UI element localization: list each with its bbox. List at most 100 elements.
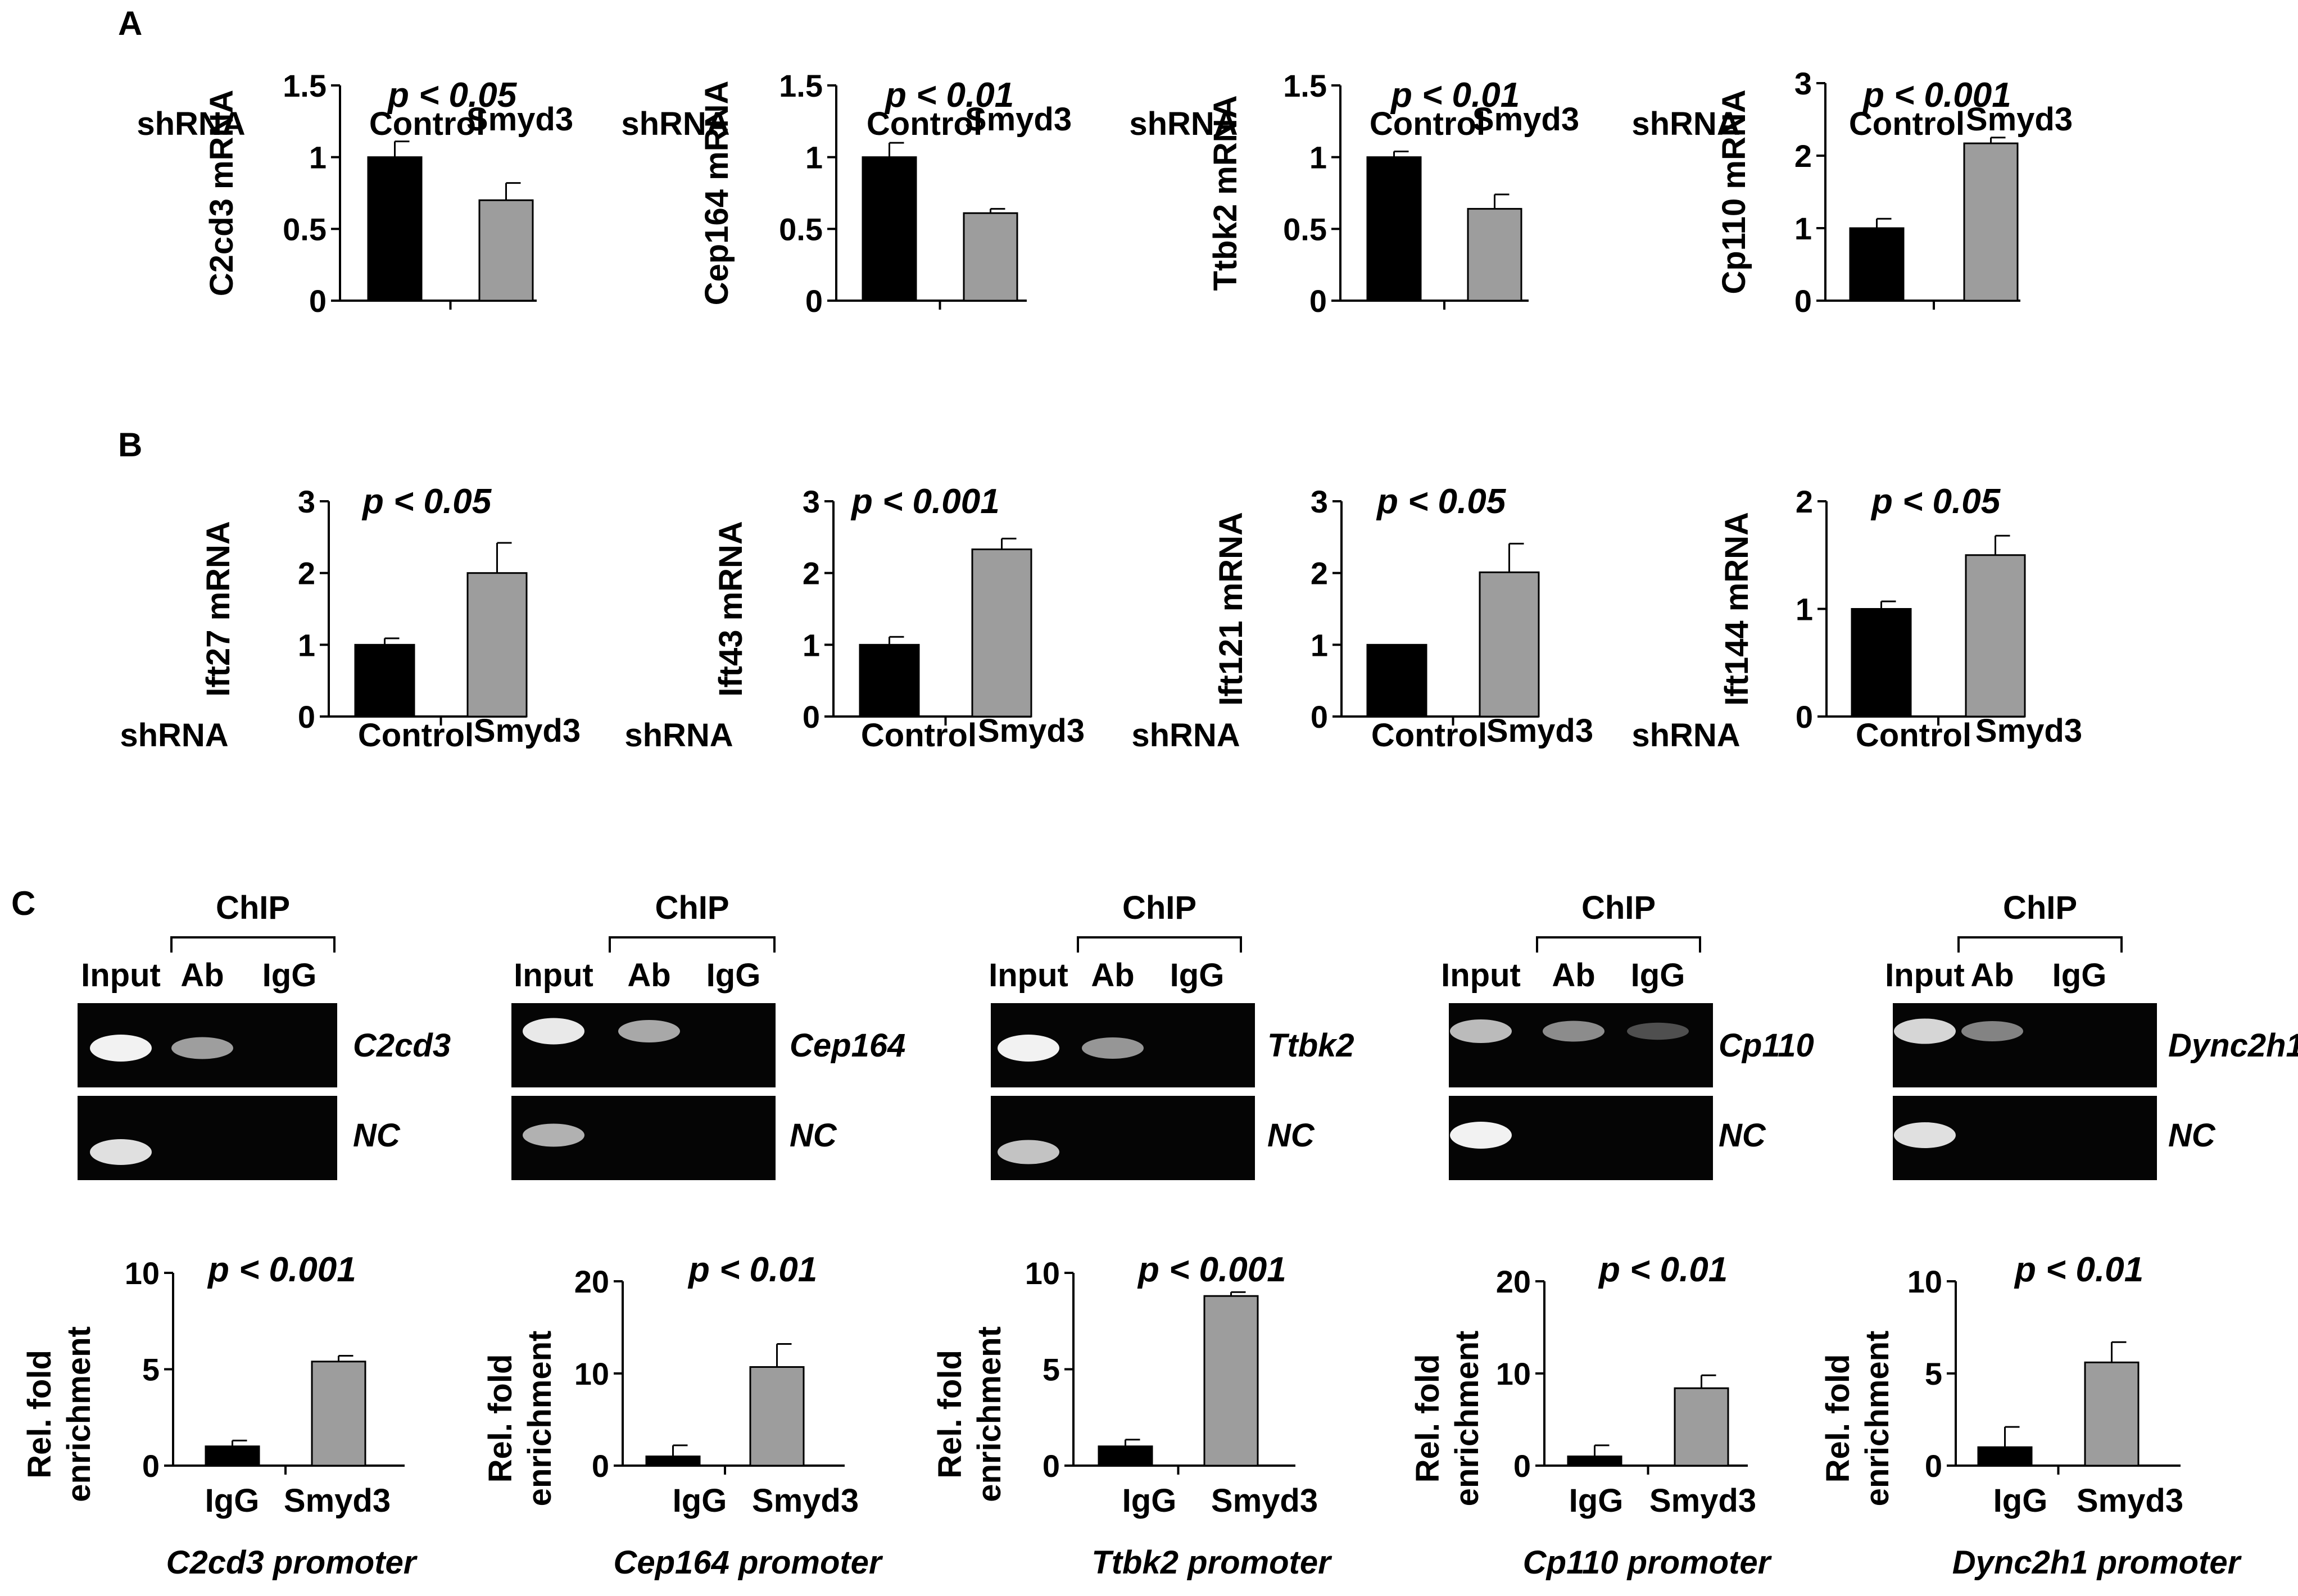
y-tick-label: 10 — [125, 1255, 160, 1291]
p-value-annotation: p < 0.001 — [850, 482, 1000, 521]
y-tick-label: 5 — [1043, 1352, 1060, 1388]
chart-c4: 0 10 20 IgG Smyd3 p < 0.01 Rel. foldenrichment… — [1409, 1250, 1773, 1581]
gel-band — [1894, 1122, 1956, 1148]
y-axis-label: Rel. foldenrichment — [21, 1326, 97, 1502]
chart-b4: 0 1 2 Control Smyd3 shRNA p < 0.05 Ift144 mRNA — [1631, 482, 2082, 754]
y-tick-label: 1 — [1311, 627, 1328, 663]
y-tick-label: 0 — [1513, 1448, 1531, 1484]
panel-label-a: A — [118, 4, 142, 42]
p-value-annotation: p < 0.01 — [2014, 1250, 2143, 1289]
lane-label: IgG — [1631, 957, 1685, 994]
y-tick-label: 1 — [1794, 211, 1812, 246]
y-axis-label: Rel. foldenrichment — [1409, 1331, 1485, 1507]
chip-label: ChIP — [1581, 890, 1656, 926]
y-axis-label: Cp110 mRNA — [1716, 89, 1752, 294]
category-label: Control — [358, 717, 474, 754]
gel-image — [1893, 1003, 2157, 1087]
lane-label: Ab — [1091, 957, 1134, 994]
category-label: IgG — [1993, 1482, 2048, 1519]
gel-band — [1082, 1037, 1144, 1059]
lane-label: Ab — [1552, 957, 1595, 994]
lane-label: Input — [1441, 957, 1521, 994]
p-value-annotation: p < 0.05 — [1870, 482, 2001, 521]
y-tick-label: 2 — [803, 556, 820, 591]
lane-label: Ab — [1970, 957, 2014, 994]
gel-cep164: ChIP Input Ab IgG Cep164 NC — [511, 890, 905, 1180]
bar-smyd3 — [1965, 554, 2026, 718]
bar-smyd3 — [466, 572, 528, 718]
bar-igg — [645, 1456, 701, 1467]
bar-smyd3 — [971, 548, 1032, 718]
chart-c5: 0 5 10 IgG Smyd3 p < 0.01 Rel. foldenrichment D… — [1820, 1250, 2242, 1581]
y-tick-label: 1.5 — [1283, 68, 1327, 103]
p-value-annotation: p < 0.001 — [207, 1250, 356, 1289]
category-label: Smyd3 — [1975, 713, 2082, 749]
gel-band — [618, 1020, 680, 1042]
chart-b2: 0 1 2 3 Control Smyd3 shRNA p < 0.001 Ift43 mRNA — [624, 482, 1085, 754]
y-tick-label: 0 — [1794, 283, 1812, 319]
gel-image — [511, 1003, 776, 1087]
y-tick-label: 1.5 — [779, 68, 823, 103]
y-axis-label: Ift144 mRNA — [1719, 512, 1755, 706]
category-label: Smyd3 — [2077, 1482, 2183, 1519]
y-tick-label: 1 — [298, 627, 315, 663]
promoter-caption: Dync2h1 promoter — [1952, 1544, 2242, 1581]
bar-smyd3 — [749, 1366, 805, 1467]
gel-band — [998, 1035, 1059, 1062]
category-label: Smyd3 — [284, 1482, 391, 1519]
gel-nc-label: NC — [790, 1117, 837, 1154]
gel-nc-label: NC — [1719, 1117, 1766, 1154]
gel-gene-label: Dync2h1 — [2168, 1027, 2298, 1064]
bar-igg — [1977, 1446, 2033, 1467]
bar-smyd3 — [1479, 571, 1540, 718]
category-label: Control — [1849, 106, 1965, 142]
panel-label-b: B — [118, 426, 142, 464]
chart-c1: 0 5 10 IgG Smyd3 p < 0.001 Rel. foldenrichment… — [21, 1250, 418, 1581]
gel-band — [523, 1018, 584, 1045]
y-tick-label: 0 — [1043, 1448, 1060, 1484]
lane-label: Input — [81, 957, 161, 994]
p-value-annotation: p < 0.01 — [687, 1250, 817, 1289]
category-label: Smyd3 — [978, 713, 1085, 749]
category-label: Smyd3 — [1472, 101, 1579, 138]
bar-smyd3 — [963, 212, 1018, 302]
y-tick-label: 0.5 — [1283, 211, 1327, 247]
shrna-label: shRNA — [1131, 717, 1240, 754]
gel-band — [90, 1139, 152, 1165]
shrna-label: shRNA — [1631, 106, 1740, 142]
p-value-annotation: p < 0.05 — [1376, 482, 1507, 521]
category-label: IgG — [1122, 1482, 1177, 1519]
chip-label: ChIP — [655, 890, 729, 926]
y-tick-label: 1 — [803, 627, 820, 663]
y-tick-label: 0 — [1796, 699, 1813, 734]
category-label: Smyd3 — [965, 101, 1072, 138]
bar-smyd3 — [1963, 142, 2019, 302]
promoter-caption: Cp110 promoter — [1523, 1544, 1773, 1581]
y-tick-label: 0 — [298, 699, 315, 734]
gel-gene-label: Ttbk2 — [1267, 1027, 1354, 1064]
y-axis-label: C2cd3 mRNA — [203, 90, 240, 296]
gel-band — [998, 1140, 1059, 1164]
y-axis-label: Ift27 mRNA — [200, 521, 237, 697]
chip-label: ChIP — [216, 890, 290, 926]
chart-c2: 0 10 20 IgG Smyd3 p < 0.01 Rel. foldenrichment… — [482, 1250, 883, 1581]
p-value-annotation: p < 0.01 — [1390, 76, 1520, 115]
y-tick-label: 10 — [1496, 1356, 1531, 1391]
category-label: Smyd3 — [752, 1482, 859, 1519]
gel-gene-label: Cep164 — [790, 1027, 905, 1064]
y-tick-label: 0 — [805, 283, 823, 319]
gel-band — [1627, 1022, 1689, 1040]
lane-label: Input — [1885, 957, 1965, 994]
y-tick-label: 0 — [1311, 699, 1328, 734]
bar-igg — [1098, 1445, 1153, 1467]
category-label: IgG — [1569, 1482, 1624, 1519]
gel-band — [1450, 1122, 1512, 1149]
category-label: Control — [861, 717, 977, 754]
y-tick-label: 0 — [592, 1448, 609, 1484]
bar-control — [367, 156, 423, 302]
gel-band — [90, 1035, 152, 1062]
